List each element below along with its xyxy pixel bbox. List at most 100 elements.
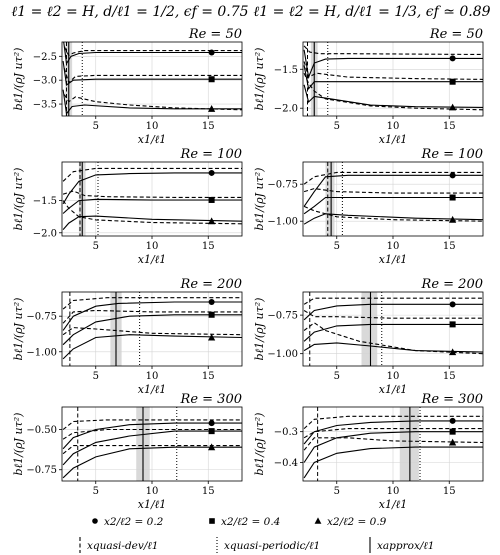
marker-square: [208, 311, 215, 318]
marker-triangle: [208, 217, 216, 225]
marker-square: [208, 428, 215, 435]
series-line-square-dashed: [303, 428, 483, 439]
series-line-square-dashed: [303, 61, 483, 80]
x-axis-label: x1/ℓ1: [379, 253, 408, 266]
series-line-triangle-dashed: [63, 94, 242, 111]
series-line-circle-solid: [303, 303, 483, 321]
series-line-square-dashed: [62, 428, 242, 440]
y-tick-label: −0.75: [267, 180, 298, 191]
series-line-circle-dashed: [63, 46, 242, 57]
series-line-circle-solid: [63, 42, 242, 66]
x-axis-label: x1/ℓ1: [138, 498, 167, 511]
y-axis-label: bℓ1/(ρJ uτ²): [12, 168, 25, 231]
marker-square: [449, 78, 456, 85]
column-title-left: ℓ1 = ℓ2 = H, d/ℓ1 = 1/2, ϵf = 0.75: [11, 4, 248, 20]
legend-marker-square: [209, 518, 215, 524]
chart-panel: 5 10 15 −1.00 −0.75 Re = 100 x1/ℓ1 bℓ1/(ρJ uτ²): [253, 147, 484, 266]
legend-label: xquasi-dev/ℓ1: [87, 540, 158, 552]
x-axis-label: x1/ℓ1: [379, 133, 408, 146]
panel-title: Re = 100: [180, 147, 242, 162]
panel-title: Re = 200: [421, 277, 483, 292]
series-line-triangle-solid: [303, 446, 483, 479]
y-axis-label: bℓ1/(ρJ uτ²): [12, 413, 25, 476]
marker-square: [208, 196, 215, 203]
marker-square: [208, 76, 215, 83]
y-tick-label: −0.75: [267, 311, 298, 322]
series-line-triangle-dashed: [62, 327, 242, 336]
series-line-triangle-solid: [62, 89, 242, 115]
series-line-square-solid: [62, 430, 242, 466]
series-line-triangle-dashed: [62, 445, 242, 455]
series-line-circle-dashed: [62, 167, 242, 182]
x-axis-label: x1/ℓ1: [379, 383, 408, 396]
series-line-triangle-dashed: [303, 72, 483, 111]
x-tick-label: 10: [146, 241, 159, 252]
series-line-circle-dashed: [303, 45, 483, 56]
series-line-square-solid: [303, 431, 483, 463]
approx-band: [361, 292, 378, 366]
series-line-circle-dashed: [303, 415, 483, 430]
panel-title: Re = 50: [429, 27, 483, 42]
x-tick-label: 5: [93, 241, 99, 252]
series-line-square-solid: [303, 65, 483, 90]
y-tick-label: −2.0: [274, 104, 298, 115]
series-line-triangle-dashed: [303, 437, 483, 451]
chart-panel: 5 10 15 −0.75 −0.50 Re = 300 x1/ℓ1 bℓ1/(ρJ uτ²): [12, 392, 243, 511]
y-axis-label: bℓ1/(ρJ uτ²): [12, 298, 25, 361]
marker-circle: [449, 417, 456, 424]
legend-marker-circle: [92, 518, 98, 524]
x-tick-label: 10: [387, 121, 400, 132]
y-tick-label: −3.0: [33, 76, 57, 87]
y-tick-label: −1.5: [274, 65, 298, 76]
marker-circle: [208, 49, 215, 56]
y-tick-label: −0.4: [274, 458, 298, 469]
x-tick-label: 5: [334, 241, 340, 252]
chart-panel: 5 10 15 −0.4 −0.3 Re = 300 x1/ℓ1 bℓ1/(ρJ uτ²): [253, 392, 484, 511]
x-tick-label: 5: [93, 371, 99, 382]
chart-panel: 5 10 15 −2.0 −1.5 Re = 100 x1/ℓ1 bℓ1/(ρJ uτ²): [12, 147, 243, 266]
series-line-circle-solid: [62, 301, 242, 331]
y-tick-label: −1.00: [26, 347, 57, 358]
series-line-triangle-solid: [303, 342, 483, 353]
x-tick-label: 5: [334, 371, 340, 382]
x-tick-label: 5: [334, 121, 340, 132]
y-axis-label: bℓ1/(ρJ uτ²): [12, 48, 25, 111]
marker-triangle: [449, 348, 457, 356]
y-tick-label: −0.75: [26, 465, 57, 476]
series-line-square-dashed: [303, 188, 483, 194]
x-axis-label: x1/ℓ1: [379, 498, 408, 511]
marker-triangle: [208, 105, 216, 112]
marker-circle: [449, 172, 456, 179]
x-tick-label: 15: [202, 121, 215, 132]
marker-circle: [208, 298, 215, 305]
marker-triangle: [449, 438, 457, 446]
series-line-triangle-solid: [62, 334, 242, 360]
legend-label: x2/ℓ2 = 0.4: [221, 516, 280, 528]
series-line-square-solid: [62, 314, 242, 346]
series-line-circle-solid: [303, 420, 483, 445]
marker-square: [449, 321, 456, 328]
y-axis-label: bℓ1/(ρJ uτ²): [253, 48, 266, 111]
x-tick-label: 5: [93, 486, 99, 497]
x-tick-label: 10: [146, 121, 159, 132]
legend-marker-triangle: [314, 517, 322, 524]
series-line-square-dashed: [303, 310, 483, 319]
series-line-circle-dashed: [303, 171, 483, 185]
marker-square: [449, 194, 456, 201]
panel-title: Re = 300: [421, 392, 483, 407]
approx-band: [399, 407, 419, 481]
x-tick-label: 15: [202, 486, 215, 497]
y-axis-label: bℓ1/(ρJ uτ²): [253, 168, 266, 231]
panels: 5 10 15 −3.5 −3.0 −2.5 Re = 50 x1/ℓ1 bℓ1/(ρJ uτ²…: [12, 27, 484, 511]
series-line-triangle-dashed: [62, 200, 242, 225]
x-tick-label: 15: [202, 241, 215, 252]
x-tick-label: 10: [387, 371, 400, 382]
series-line-circle-dashed: [303, 297, 483, 305]
marker-circle: [208, 169, 215, 176]
chart-panel: 5 10 15 −3.5 −3.0 −2.5 Re = 50 x1/ℓ1 bℓ1/(ρJ uτ²…: [12, 27, 243, 146]
marker-circle: [208, 420, 215, 427]
series-line-square-solid: [62, 61, 242, 86]
y-tick-label: −0.75: [26, 312, 57, 323]
column-title-right: ℓ1 = ℓ2 = H, d/ℓ1 = 1/3, ϵf ≃ 0.89: [253, 4, 490, 20]
